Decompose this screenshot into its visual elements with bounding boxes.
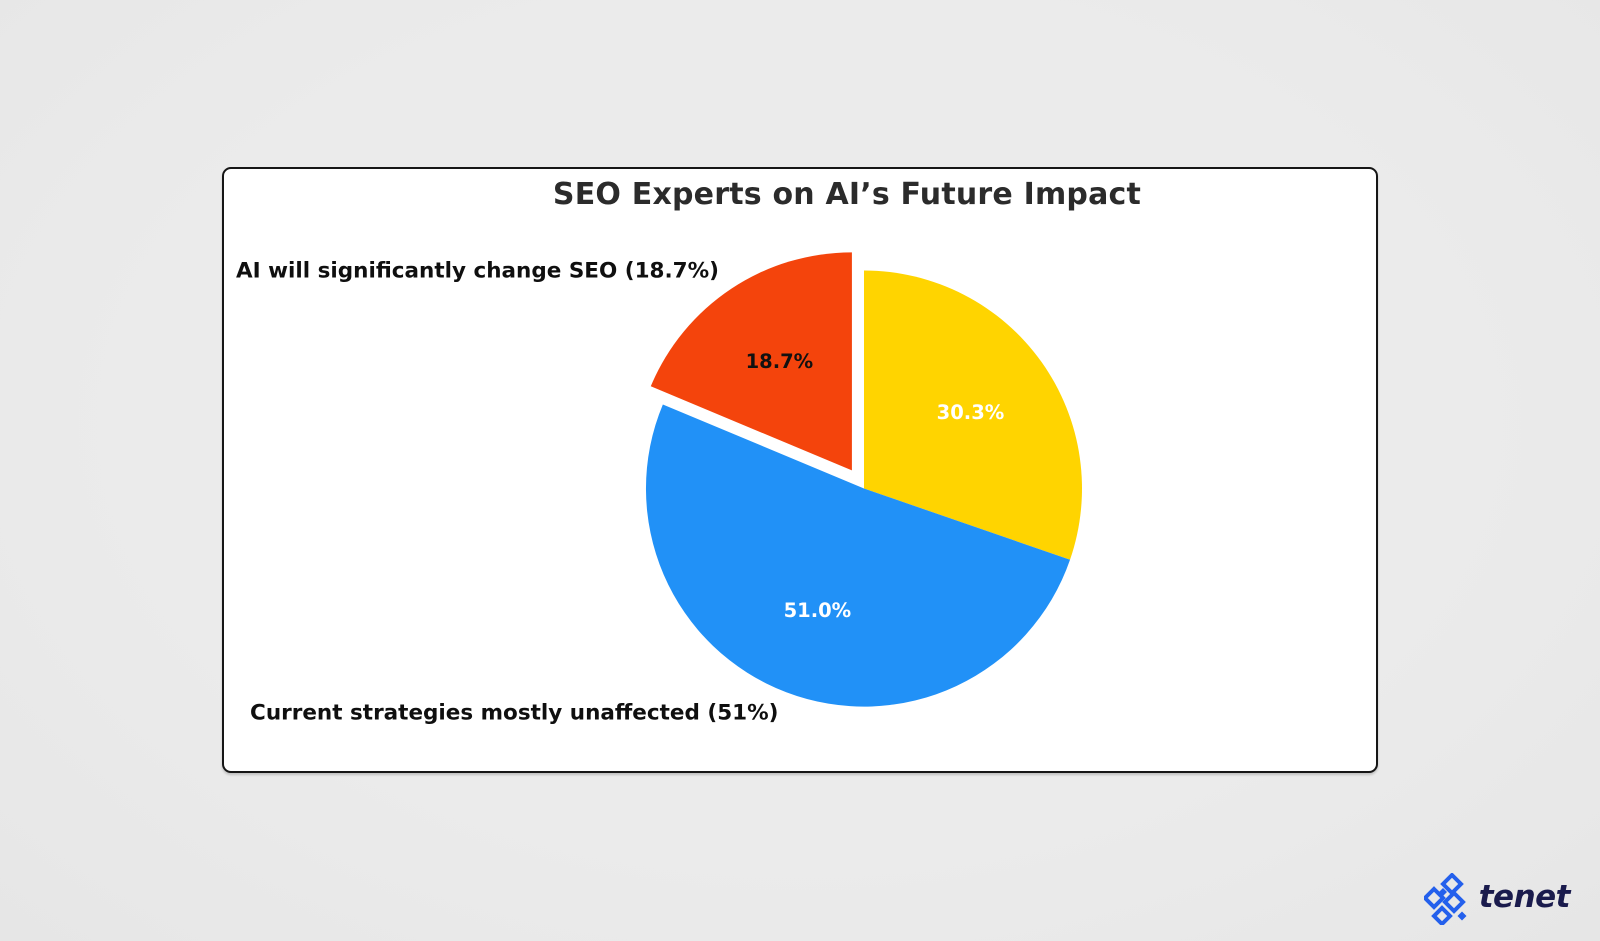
- pie-slice-2: [650, 252, 852, 471]
- tenet-logo: tenet: [1423, 873, 1571, 925]
- pie-pct-label-0: 30.3%: [937, 401, 1005, 424]
- chart-card: SEO Experts on AI’s Future Impact 30.3% 5…: [222, 167, 1378, 773]
- tenet-logo-icon: [1423, 873, 1467, 925]
- pie-slice-label-2: AI will significantly change SEO (18.7%): [236, 258, 719, 284]
- chart-title: SEO Experts on AI’s Future Impact: [552, 177, 1142, 212]
- pie-slice-0: [864, 270, 1082, 560]
- tenet-logo-text: tenet: [1478, 878, 1571, 915]
- pie-pct-label-1: 51.0%: [784, 599, 852, 622]
- pie-chart: 30.3% 51.0% 18.7%: [645, 252, 1082, 707]
- pie-pct-label-2: 18.7%: [746, 350, 814, 373]
- pie-slice-1: [645, 404, 1071, 707]
- pie-slice-label-1: Current strategies mostly unaffected (51…: [250, 700, 779, 726]
